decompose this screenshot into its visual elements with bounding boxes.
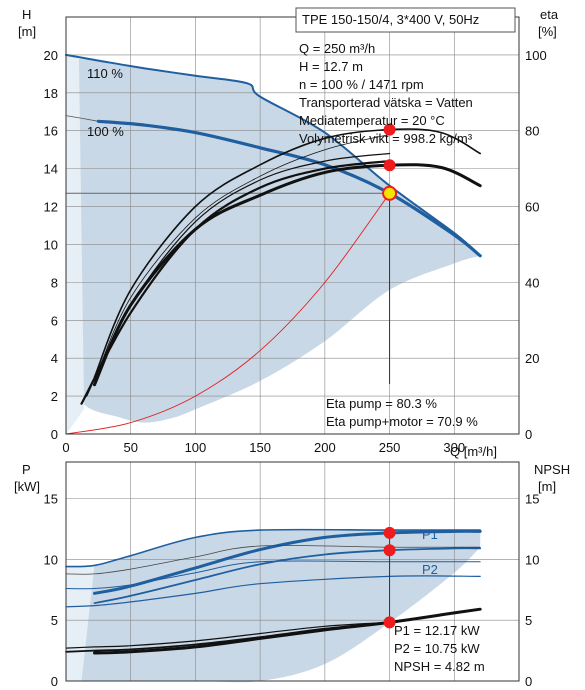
eta-info-line: Eta pump+motor = 70.9 %	[326, 414, 478, 429]
head-frame	[65, 16, 520, 435]
head-tick-label: 12	[44, 200, 58, 215]
flow-tick-label: 100	[185, 440, 207, 455]
duty-info-line: Q = 250 m³/h	[299, 41, 375, 56]
curve-label-100: 100 %	[87, 124, 124, 139]
head-tick-label: 20	[44, 48, 58, 63]
head-axis-title: H	[22, 7, 31, 22]
power-tick-label: 0	[51, 674, 58, 689]
flow-tick-label: 150	[249, 440, 271, 455]
head-tick-label: 14	[44, 162, 58, 177]
head-grid	[66, 17, 519, 434]
series-line-2	[65, 115, 99, 122]
head-tick-label: 18	[44, 86, 58, 101]
duty-info-line: Transporterad vätska = Vatten	[299, 95, 473, 110]
power-marker-0	[383, 526, 396, 539]
flow-tick-label: 200	[314, 440, 336, 455]
power-series-line-7	[65, 621, 391, 649]
power-info-line: NPSH = 4.82 m	[394, 659, 485, 674]
eta-tick-label: 0	[525, 427, 532, 442]
npsh-tick-label: 5	[525, 613, 532, 628]
eta-tick-label: 60	[525, 200, 539, 215]
operating-point-marker	[382, 185, 398, 201]
duty-info-line: Volymetrisk vikt = 998.2 kg/m³	[299, 131, 473, 146]
power-frame	[65, 461, 520, 682]
power-series-line-8	[65, 621, 391, 653]
power-axis-unit: [kW]	[14, 479, 40, 494]
power-grid	[66, 462, 519, 681]
power-tick-label: 5	[51, 613, 58, 628]
head-plot-border	[65, 16, 520, 435]
curve-label-p2: P2	[422, 562, 438, 577]
eta-axis-title: eta	[540, 7, 559, 22]
head-panel: H [m] eta [%] 02468101214161820020406080…	[18, 7, 559, 459]
flow-tick-label: 300	[443, 440, 465, 455]
power-tick-label: 15	[44, 492, 58, 507]
curve-label-p1: P1	[422, 527, 438, 542]
power-marker-1	[383, 544, 396, 557]
head-tick-label: 0	[51, 427, 58, 442]
series-line-8	[80, 160, 391, 405]
power-ticks: 0 5 10 15 0 5 10 15	[44, 492, 540, 690]
eta-axis-unit: [%]	[538, 24, 557, 39]
duty-info-line: H = 12.7 m	[299, 59, 363, 74]
series-line-0	[65, 53, 482, 257]
operating-region-fill	[72, 58, 481, 423]
eta-tick-label: 80	[525, 124, 539, 139]
power-region-fill	[72, 529, 481, 683]
head-tick-label: 6	[51, 313, 58, 328]
npsh-axis-unit: [m]	[538, 479, 556, 494]
eta-tick-label: 100	[525, 48, 547, 63]
power-tick-label: 10	[44, 552, 58, 567]
power-series-line-6	[93, 607, 482, 655]
npsh-tick-label: 10	[525, 552, 539, 567]
power-plot-border	[65, 461, 520, 682]
series-line-9	[86, 152, 391, 397]
eta-tick-label: 20	[525, 351, 539, 366]
efficiency-marker-0	[383, 123, 396, 136]
head-series	[65, 53, 482, 435]
series-line-5	[93, 128, 481, 378]
flow-tick-label: 0	[62, 440, 69, 455]
npsh-tick-label: 0	[525, 674, 532, 689]
npsh-axis-title: NPSH	[534, 462, 570, 477]
efficiency-marker-1	[383, 159, 396, 172]
power-info-line: P2 = 10.75 kW	[394, 641, 480, 656]
eta-info-line: Eta pump = 80.3 %	[326, 396, 437, 411]
npsh-tick-label: 15	[525, 492, 539, 507]
power-panel: P [kW] NPSH [m] 0 5 10 15 0 5 10 15 P1 = 12.17 …	[14, 461, 570, 690]
head-tick-label: 8	[51, 275, 58, 290]
power-marker-2	[383, 616, 396, 629]
head-tick-label: 16	[44, 124, 58, 139]
eta-tick-label: 40	[525, 275, 539, 290]
power-axis-title: P	[22, 462, 31, 477]
head-tick-label: 10	[44, 237, 58, 252]
flow-tick-label: 250	[379, 440, 401, 455]
head-axis-unit: [m]	[18, 24, 36, 39]
duty-info-line: n = 100 % / 1471 rpm	[299, 77, 424, 92]
chart-title: TPE 150-150/4, 3*400 V, 50Hz	[302, 12, 479, 27]
power-info: P1 = 12.17 kW P2 = 10.75 kW NPSH = 4.82 m	[394, 623, 485, 674]
title-box: TPE 150-150/4, 3*400 V, 50Hz	[295, 7, 516, 33]
power-series	[65, 526, 482, 655]
series-line-1	[96, 119, 482, 258]
power-series-line-1	[93, 547, 482, 604]
power-info-line: P1 = 12.17 kW	[394, 623, 480, 638]
duty-point-info: Q = 250 m³/h H = 12.7 m n = 100 % / 1471 r…	[299, 41, 478, 429]
head-tick-label: 4	[51, 351, 58, 366]
flow-tick-label: 50	[123, 440, 137, 455]
duty-info-line: Mediatemperatur = 20 °C	[299, 113, 445, 128]
series-line-7	[94, 134, 390, 382]
flow-axis-label: Q [m³/h]	[450, 444, 497, 459]
head-tick-label: 2	[51, 389, 58, 404]
curve-label-110: 110 %	[87, 66, 123, 81]
series-line-4	[65, 192, 391, 435]
